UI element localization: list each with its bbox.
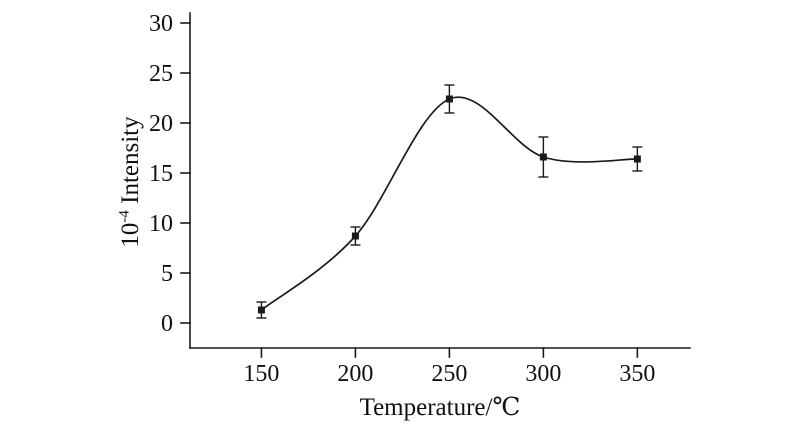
data-point-marker (539, 153, 547, 161)
data-point-marker (351, 232, 359, 240)
y-tick-label: 20 (149, 111, 173, 137)
y-axis-label-exponent: -4 (116, 210, 133, 223)
x-tick-label: 200 (337, 361, 373, 387)
data-point-marker (633, 155, 641, 163)
y-tick-label: 15 (149, 161, 173, 187)
y-tick-label: 0 (161, 311, 173, 337)
y-tick-label: 25 (149, 61, 173, 87)
x-axis-label: Temperature/℃ (359, 394, 521, 421)
y-axis-label: 10-4 Intensity (117, 116, 145, 247)
x-tick-label: 150 (243, 361, 279, 387)
y-axis-label-rest: Intensity (117, 116, 144, 211)
y-axis-label-base: 10 (117, 222, 144, 248)
x-tick-label: 300 (525, 361, 561, 387)
data-point-marker (257, 306, 265, 314)
data-curve (260, 96, 638, 311)
y-tick-label: 5 (161, 261, 173, 287)
data-point-marker (445, 95, 453, 103)
y-tick-label: 30 (149, 11, 173, 37)
y-tick-label: 10 (149, 211, 173, 237)
x-tick-label: 350 (619, 361, 655, 387)
x-tick-label: 250 (431, 361, 467, 387)
